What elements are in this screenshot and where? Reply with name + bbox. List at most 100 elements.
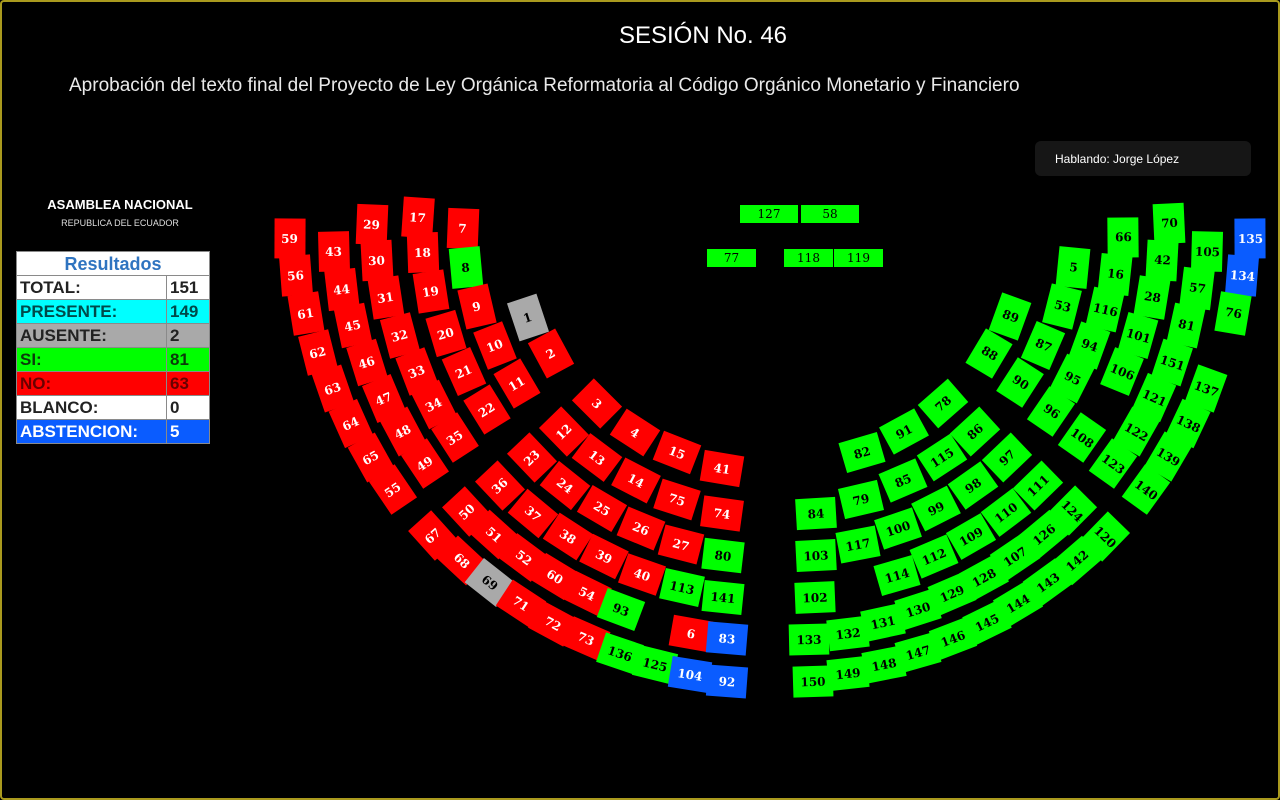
results-value: 2 xyxy=(166,323,210,348)
seat-si[interactable]: 80 xyxy=(701,537,745,573)
seat-number: 93 xyxy=(610,599,632,619)
seat-number: 66 xyxy=(1114,229,1132,245)
seat-number: 107 xyxy=(1000,543,1030,569)
seat-si[interactable]: 105 xyxy=(1190,230,1224,272)
seat-si[interactable]: 42 xyxy=(1145,239,1179,281)
seat-si[interactable]: 150 xyxy=(792,664,834,698)
seat-number: 30 xyxy=(368,252,386,268)
seat-si[interactable]: 127 xyxy=(740,205,799,223)
seat-no[interactable]: 61 xyxy=(287,290,325,336)
seat-number: 56 xyxy=(287,267,305,283)
seat-no[interactable]: 18 xyxy=(406,231,440,273)
seat-no[interactable]: 74 xyxy=(700,494,744,532)
seat-number: 18 xyxy=(414,244,432,260)
seat-si[interactable]: 8 xyxy=(448,245,484,289)
seat-no[interactable]: 41 xyxy=(699,449,745,487)
seat-no[interactable]: 30 xyxy=(360,239,394,281)
seat-si[interactable]: 76 xyxy=(1214,290,1252,336)
seat-si[interactable]: 103 xyxy=(795,538,837,572)
seat-number: 17 xyxy=(409,209,427,225)
seat-number: 123 xyxy=(1098,450,1128,476)
seat-si[interactable]: 77 xyxy=(707,249,757,267)
seat-abstencion[interactable]: 83 xyxy=(705,620,749,656)
seat-number: 34 xyxy=(423,393,445,414)
organization-logo: ASAMBLEA NACIONAL REPUBLICA DEL ECUADOR xyxy=(20,197,220,228)
seat-number: 62 xyxy=(308,343,328,361)
vote-subject: Aprobación del texto final del Proyecto … xyxy=(69,75,1020,96)
results-row: ABSTENCION: 5 xyxy=(16,419,210,444)
seat-number: 134 xyxy=(1228,267,1256,283)
seat-si[interactable]: 119 xyxy=(834,249,884,267)
seat-number: 31 xyxy=(376,288,396,306)
seat-si[interactable]: 58 xyxy=(801,205,860,223)
session-title: SESIÓN No. 46 xyxy=(618,22,788,49)
seat-number: 51 xyxy=(483,523,505,545)
seat-number: 60 xyxy=(544,565,566,587)
speaker-indicator: Hablando: Jorge López xyxy=(1035,141,1251,176)
seat-no[interactable]: 43 xyxy=(317,230,351,272)
seat-number: 137 xyxy=(1191,377,1221,399)
seat-number: 91 xyxy=(893,420,915,442)
seat-number: 103 xyxy=(803,547,829,563)
seat-no[interactable]: 59 xyxy=(274,217,306,259)
seat-number: 35 xyxy=(444,426,466,448)
results-row: TOTAL: 151 xyxy=(16,275,210,300)
seat-number: 71 xyxy=(510,592,532,614)
seat-no[interactable]: 19 xyxy=(412,268,450,314)
seat-number: 142 xyxy=(1062,546,1092,574)
seat-number: 148 xyxy=(870,654,898,674)
results-value: 0 xyxy=(166,395,210,420)
results-value: 81 xyxy=(166,347,210,372)
seat-number: 43 xyxy=(325,243,343,259)
seat-si[interactable]: 84 xyxy=(795,496,837,530)
seat-number: 70 xyxy=(1160,215,1178,231)
seat-abstencion[interactable]: 134 xyxy=(1224,253,1260,297)
seat-number: 78 xyxy=(932,392,954,414)
seat-si[interactable]: 66 xyxy=(1107,216,1139,258)
results-label: TOTAL: xyxy=(16,275,167,300)
seat-abstencion[interactable]: 135 xyxy=(1234,217,1266,259)
seat-number: 141 xyxy=(709,588,737,606)
seat-number: 94 xyxy=(1078,335,1100,355)
seat-number: 138 xyxy=(1173,411,1203,435)
seat-number: 131 xyxy=(869,612,897,632)
seat-number: 101 xyxy=(1124,324,1152,346)
seat-si[interactable]: 5 xyxy=(1055,245,1091,289)
seat-no[interactable]: 31 xyxy=(367,274,405,320)
seat-number: 61 xyxy=(296,304,316,322)
seat-number: 36 xyxy=(489,474,511,496)
seat-si[interactable]: 57 xyxy=(1179,266,1215,310)
seat-number: 15 xyxy=(666,442,688,462)
seat-number: 5 xyxy=(1068,259,1078,275)
seat-number: 115 xyxy=(927,444,957,470)
results-label: AUSENTE: xyxy=(16,323,167,348)
seat-no[interactable]: 56 xyxy=(279,253,313,297)
seat-number: 50 xyxy=(456,500,478,522)
seat-si[interactable]: 102 xyxy=(794,580,836,614)
seat-si[interactable]: 118 xyxy=(784,249,834,267)
seat-si[interactable]: 141 xyxy=(701,579,745,615)
seat-number: 146 xyxy=(938,626,968,650)
seat-si[interactable]: 133 xyxy=(788,623,830,655)
seat-number: 82 xyxy=(852,442,872,462)
seat-number: 47 xyxy=(373,388,395,408)
seat-number: 25 xyxy=(591,497,613,519)
seat-number: 3 xyxy=(589,395,605,411)
seat-number: 59 xyxy=(281,230,299,246)
seat-no[interactable]: 7 xyxy=(446,207,480,249)
seat-no[interactable]: 29 xyxy=(355,203,389,245)
seat-si[interactable]: 28 xyxy=(1133,274,1171,320)
seat-number: 97 xyxy=(996,446,1018,468)
seat-number: 85 xyxy=(892,470,914,490)
seat-number: 45 xyxy=(343,316,363,334)
seat-number: 9 xyxy=(471,298,483,314)
seat-si[interactable]: 70 xyxy=(1152,202,1186,244)
results-title: Resultados xyxy=(16,251,210,276)
seat-abstencion[interactable]: 92 xyxy=(705,664,749,698)
results-label: ABSTENCION: xyxy=(16,419,167,444)
seat-number: 64 xyxy=(340,413,362,433)
seat-number: 41 xyxy=(712,459,732,477)
seat-number: 44 xyxy=(332,281,352,297)
seat-number: 73 xyxy=(575,628,597,648)
